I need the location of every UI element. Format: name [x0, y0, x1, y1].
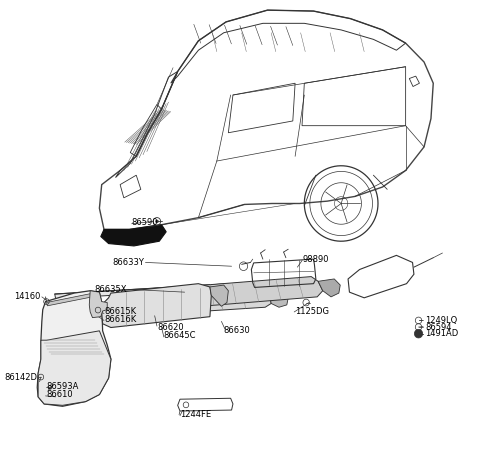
Polygon shape: [318, 279, 340, 297]
Text: 1125DG: 1125DG: [295, 307, 329, 316]
Polygon shape: [113, 303, 127, 315]
Polygon shape: [153, 291, 171, 307]
Polygon shape: [89, 291, 107, 317]
Text: 86620: 86620: [157, 323, 183, 332]
Text: 86633Y: 86633Y: [112, 258, 144, 267]
Text: 86610: 86610: [47, 390, 73, 399]
Polygon shape: [55, 282, 264, 299]
Polygon shape: [102, 284, 211, 327]
Text: 1491AD: 1491AD: [425, 329, 458, 338]
Polygon shape: [210, 285, 228, 307]
Text: 14160: 14160: [14, 292, 41, 301]
Text: 86630: 86630: [224, 326, 251, 335]
Text: 86616K: 86616K: [104, 315, 136, 324]
Text: 86615K: 86615K: [104, 307, 136, 316]
Text: 86590: 86590: [132, 218, 158, 227]
Text: 86645C: 86645C: [164, 331, 196, 340]
Text: 86593A: 86593A: [47, 382, 79, 391]
Text: 1249LQ: 1249LQ: [425, 316, 457, 325]
Polygon shape: [270, 293, 288, 307]
Polygon shape: [101, 225, 166, 246]
Text: 86635X: 86635X: [95, 285, 127, 294]
Text: 86142D: 86142D: [4, 373, 37, 382]
Text: 86594: 86594: [425, 323, 452, 332]
Polygon shape: [170, 277, 323, 308]
Circle shape: [156, 220, 158, 223]
Polygon shape: [37, 291, 111, 406]
Polygon shape: [38, 331, 111, 405]
Text: 98890: 98890: [302, 254, 328, 263]
Polygon shape: [126, 291, 271, 316]
Polygon shape: [47, 292, 99, 306]
Text: 1244FE: 1244FE: [180, 410, 211, 419]
Circle shape: [414, 329, 423, 338]
